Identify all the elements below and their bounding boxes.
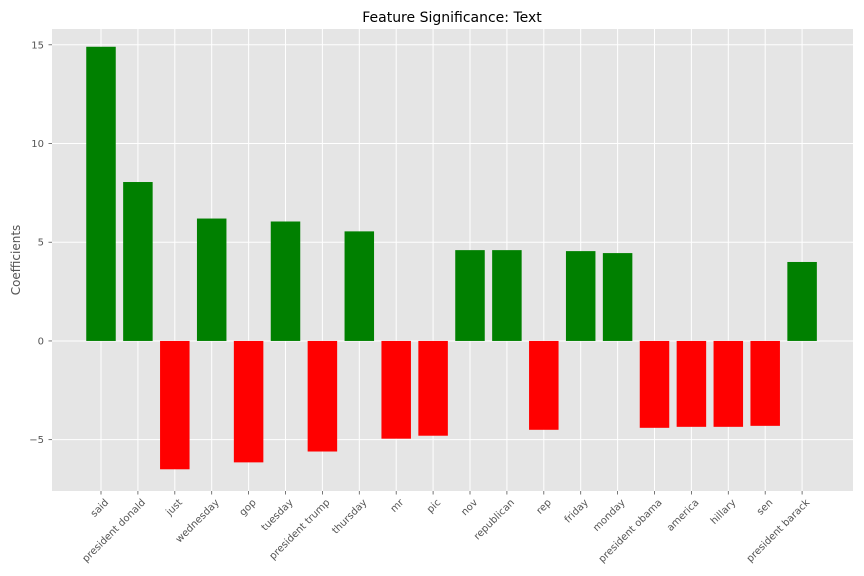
x-tick-label: friday (563, 497, 591, 525)
bar-president-obama (639, 340, 670, 428)
bar-america (676, 340, 707, 427)
x-tick-label: said (89, 497, 111, 519)
x-tick-label: just (164, 497, 185, 518)
bar-just (160, 340, 190, 470)
x-tick-label: nov (459, 497, 480, 518)
bar-president-donald (123, 182, 153, 341)
x-tick-label: president barack (745, 497, 813, 565)
bar-republican (492, 250, 522, 341)
bar-sen (750, 340, 780, 426)
x-tick-label: monday (591, 497, 628, 534)
y-tick-label: 10 (31, 139, 44, 150)
x-tick-label: america (665, 497, 701, 533)
bar-hillary (713, 340, 744, 427)
x-tick-label: thursday (330, 497, 369, 536)
chart-title: Feature Significance: Text (362, 10, 542, 26)
y-tick-label: 15 (31, 40, 44, 51)
x-tick-label: gop (238, 497, 259, 518)
y-axis-label: Coefficients (9, 225, 23, 296)
bar-wednesday (196, 218, 227, 341)
bar-mr (381, 340, 411, 439)
bar-president-trump (307, 340, 338, 452)
bar-president-barack (787, 261, 817, 341)
bar-tuesday (270, 221, 301, 341)
x-tick-label: president obama (597, 497, 665, 565)
y-tick-label: 5 (38, 238, 44, 249)
x-tick-label: sen (755, 497, 775, 517)
bar-friday (565, 251, 596, 341)
bar-rep (529, 340, 559, 430)
bar-gop (233, 340, 264, 463)
bar-said (86, 46, 116, 341)
x-tick-label: president donald (81, 497, 148, 564)
x-tick-label: mr (389, 497, 407, 515)
bars (86, 46, 817, 470)
bar-monday (602, 253, 633, 341)
y-tick-label: −5 (29, 435, 44, 446)
bar-pic (418, 340, 448, 436)
x-tick-label: rep (535, 497, 554, 516)
bar-nov (455, 250, 485, 341)
bar-thursday (344, 231, 375, 341)
y-tick-label: 0 (38, 336, 44, 347)
x-tick-label: tuesday (260, 497, 296, 533)
x-tick-label: hillary (709, 497, 739, 527)
y-axis: −5 0 5 10 15 (29, 40, 52, 446)
x-tick-label: pic (425, 497, 443, 515)
